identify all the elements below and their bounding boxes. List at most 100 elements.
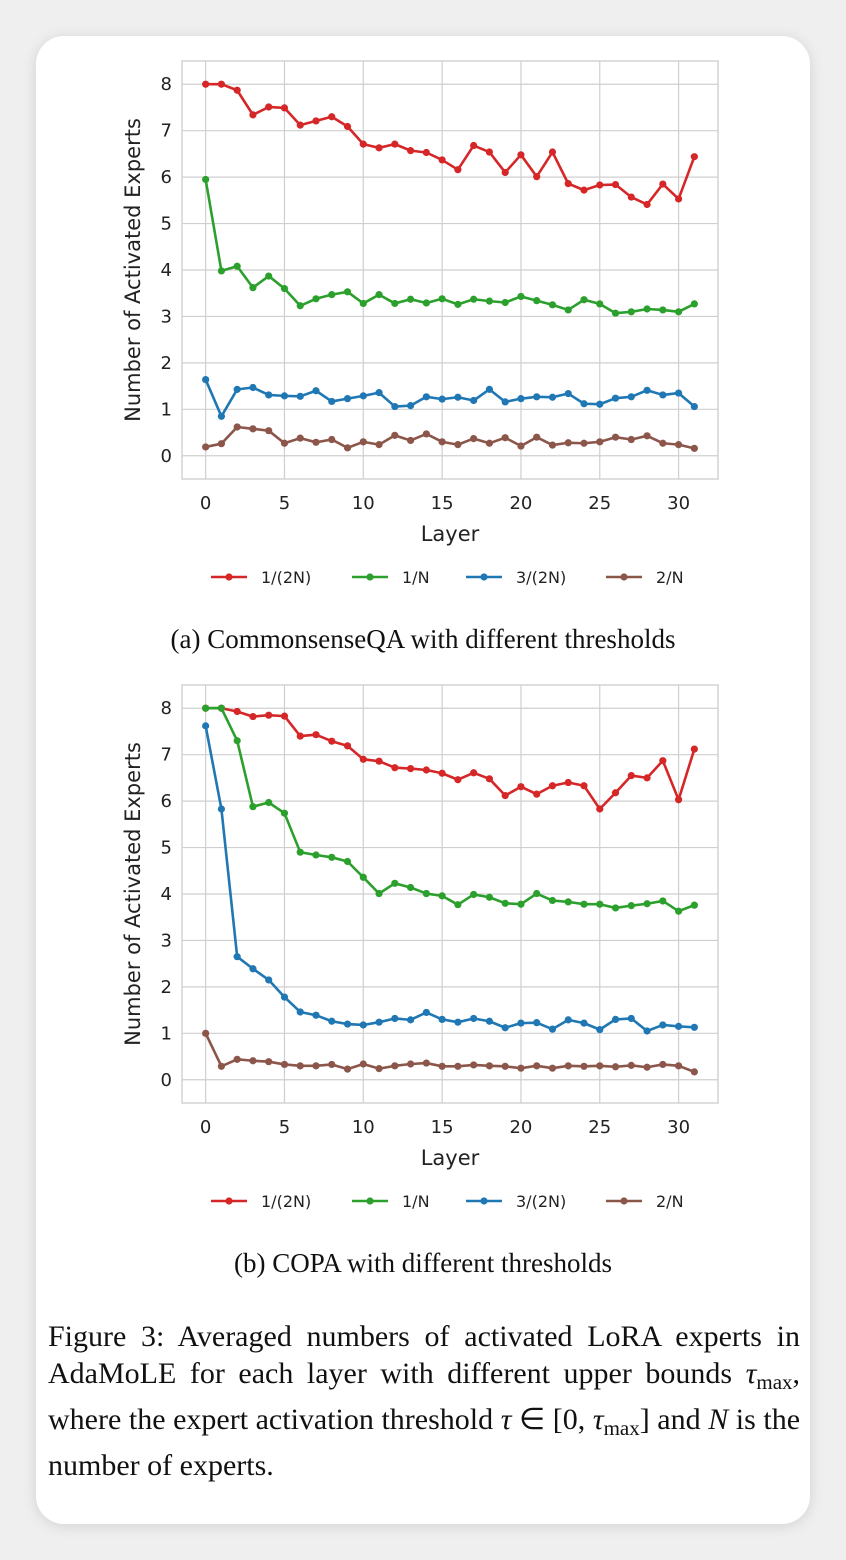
legend-item: 1/N xyxy=(352,1192,430,1211)
data-point xyxy=(328,1060,336,1069)
data-point xyxy=(391,431,399,439)
data-point xyxy=(627,435,635,444)
x-axis-label: Layer xyxy=(421,522,480,546)
data-point xyxy=(391,402,399,411)
chart-copa: 0 5 10 15 20 25 30 0 1 2 3 4 5 6 7 8 Layer Number of Acti… xyxy=(121,684,719,1211)
data-point xyxy=(233,423,241,431)
legend-marker xyxy=(366,1197,374,1205)
data-point xyxy=(312,387,320,395)
data-point xyxy=(217,267,226,275)
data-point xyxy=(533,297,541,305)
y-tick-label: 0 xyxy=(161,1070,172,1091)
data-point xyxy=(391,140,399,148)
data-point xyxy=(422,1008,430,1017)
data-point xyxy=(548,782,557,790)
caption-b: (b) COPA with different thresholds xyxy=(234,1248,612,1278)
legend-item: 3/(2N) xyxy=(466,1192,566,1211)
y-tick-label: 7 xyxy=(161,745,172,766)
y-tick-label: 6 xyxy=(161,167,172,188)
data-point xyxy=(454,166,462,174)
y-tick-label: 1 xyxy=(161,399,172,420)
data-point xyxy=(470,141,478,150)
data-point xyxy=(659,1021,667,1029)
data-point xyxy=(548,301,557,309)
data-point xyxy=(454,776,462,784)
data-point xyxy=(359,1021,367,1029)
data-point xyxy=(328,435,336,444)
data-point xyxy=(627,193,635,201)
data-point xyxy=(485,775,494,783)
data-point xyxy=(249,383,257,392)
data-point xyxy=(312,1011,320,1019)
figure-text-3: ] and xyxy=(639,1403,701,1436)
data-point xyxy=(674,907,683,915)
data-point xyxy=(485,297,494,305)
data-point xyxy=(328,853,336,861)
data-point xyxy=(438,395,446,403)
data-point xyxy=(217,80,226,88)
data-point xyxy=(375,441,383,449)
data-point xyxy=(454,1018,462,1026)
legend-marker xyxy=(480,573,488,581)
data-point xyxy=(659,897,667,905)
data-point xyxy=(627,393,635,401)
legend-label: 1/N xyxy=(402,1192,430,1211)
data-point xyxy=(202,376,210,384)
data-point xyxy=(233,1055,241,1063)
data-point xyxy=(296,848,304,856)
data-point xyxy=(438,1062,446,1070)
data-point xyxy=(501,791,509,800)
data-point xyxy=(564,439,572,447)
data-point xyxy=(391,1014,399,1023)
y-tick-label: 7 xyxy=(161,121,172,142)
data-point xyxy=(580,900,588,908)
data-point xyxy=(548,393,557,401)
data-point xyxy=(627,902,635,910)
data-point xyxy=(485,439,494,447)
data-point xyxy=(596,900,604,908)
data-point xyxy=(485,148,494,156)
x-axis-label: Layer xyxy=(421,1146,480,1170)
x-tick-label: 20 xyxy=(509,493,532,514)
data-point xyxy=(375,389,383,397)
data-point xyxy=(659,439,667,447)
data-point xyxy=(643,200,651,209)
legend-item: 1/(2N) xyxy=(211,1192,311,1211)
data-point xyxy=(674,195,683,203)
y-tick-label: 6 xyxy=(161,791,172,812)
data-point xyxy=(249,284,257,292)
data-point xyxy=(343,742,352,750)
data-point xyxy=(202,175,210,184)
data-point xyxy=(611,789,620,797)
data-point xyxy=(690,901,698,909)
data-point xyxy=(328,1017,336,1025)
data-point xyxy=(406,883,415,892)
series-3 xyxy=(202,423,698,452)
data-point xyxy=(501,1062,509,1070)
legend: 1/(2N) 1/N 3/(2N) 2/N xyxy=(211,568,684,587)
data-point xyxy=(501,398,509,406)
data-point xyxy=(359,438,367,446)
data-point xyxy=(249,965,257,973)
series-line xyxy=(204,1032,695,1074)
data-point xyxy=(391,299,399,308)
data-point xyxy=(596,1026,604,1034)
legend-marker xyxy=(480,1197,488,1205)
y-tick-label: 2 xyxy=(161,977,172,998)
data-point xyxy=(280,439,289,447)
data-point xyxy=(501,899,509,907)
data-point xyxy=(391,764,399,772)
data-point xyxy=(564,1016,572,1024)
data-point xyxy=(343,1065,352,1073)
data-point xyxy=(690,153,698,161)
legend-label: 3/(2N) xyxy=(516,1192,566,1211)
data-point xyxy=(533,790,541,798)
data-point xyxy=(690,444,698,452)
x-tick-label: 0 xyxy=(200,493,211,514)
figure-card xyxy=(36,36,810,1524)
data-point xyxy=(548,441,557,449)
series-1 xyxy=(202,704,698,915)
data-point xyxy=(422,148,430,157)
data-point xyxy=(517,395,525,403)
data-point xyxy=(659,1060,667,1069)
